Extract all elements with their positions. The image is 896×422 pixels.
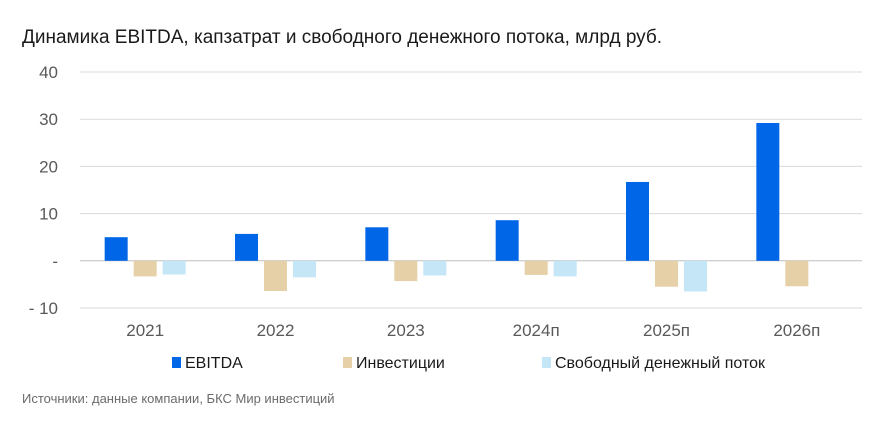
bar-ebitda-2022 (235, 233, 258, 261)
bar-инвестиции-2021 (133, 260, 157, 277)
bar-инвестиции-2022 (264, 260, 287, 292)
x-tick-label: 2025п (643, 321, 690, 340)
bar-инвестиции-2026п (785, 260, 809, 287)
bar-инвестиции-2024п (524, 260, 548, 275)
legend-label: Инвестиции (356, 355, 445, 372)
bar-ebitda-2023 (365, 227, 389, 261)
x-tick-label: 2022 (257, 321, 295, 340)
chart-title: Динамика EBITDA, капзатрат и свободного … (22, 27, 663, 48)
x-tick-label: 2026п (773, 321, 820, 340)
bars (104, 122, 809, 292)
y-tick-label: - (52, 252, 58, 271)
bar-свободный-денежный-поток-2023 (423, 260, 447, 276)
x-tick-label: 2021 (126, 321, 164, 340)
bar-инвестиции-2023 (394, 260, 418, 282)
y-tick-label: 20 (39, 157, 58, 176)
legend-swatch (542, 357, 551, 368)
legend-swatch (343, 357, 352, 368)
y-tick-label: 30 (39, 110, 58, 129)
bar-ebitda-2026п (756, 122, 780, 261)
legend-label: EBITDA (185, 355, 243, 372)
gridlines (80, 71, 862, 309)
legend-swatch (172, 357, 181, 368)
x-tick-label: 2023 (387, 321, 425, 340)
bar-свободный-денежный-поток-2024п (553, 260, 577, 277)
legend-label: Свободный денежный поток (555, 355, 766, 372)
source-note: Источники: данные компании, БКС Мир инве… (22, 391, 335, 406)
legend: EBITDA Инвестиции Свободный денежный поток (172, 355, 766, 372)
y-axis: 40 30 20 10 - - 10 (29, 63, 58, 318)
bar-инвестиции-2025п (655, 260, 678, 287)
bar-свободный-денежный-поток-2022 (293, 260, 316, 278)
bar-ebitda-2025п (626, 181, 649, 261)
bar-ebitda-2024п (495, 220, 519, 261)
bar-ebitda-2021 (104, 237, 128, 261)
y-tick-label: 40 (39, 63, 58, 82)
x-tick-label: 2024п (513, 321, 560, 340)
x-axis: 2021 2022 2023 2024п 2025п 2026п (126, 321, 820, 340)
bar-свободный-денежный-поток-2025п (684, 260, 707, 292)
y-tick-label: - 10 (29, 299, 58, 318)
y-tick-label: 10 (39, 205, 58, 224)
bar-свободный-денежный-поток-2021 (162, 260, 186, 275)
